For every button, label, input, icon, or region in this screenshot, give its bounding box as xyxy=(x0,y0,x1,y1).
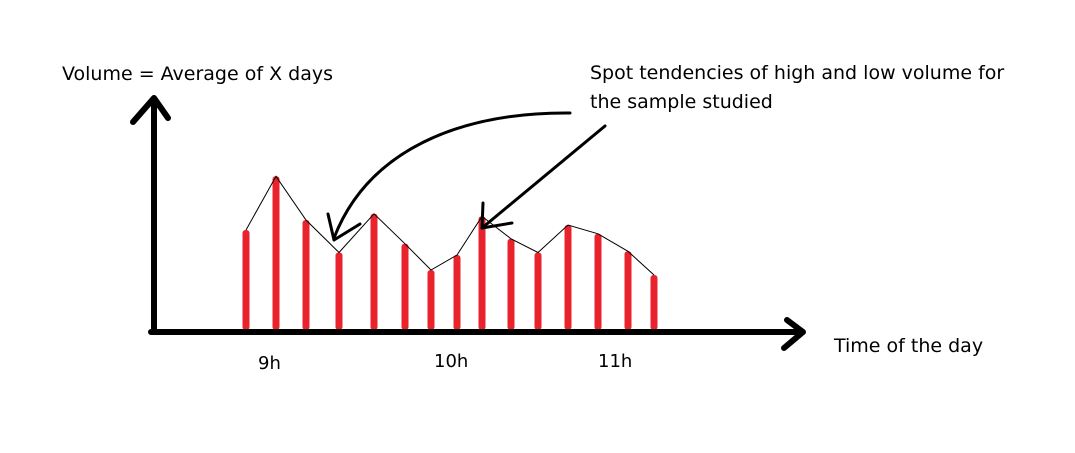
volume-bar xyxy=(401,243,409,330)
volume-bars xyxy=(242,176,658,330)
volume-bar xyxy=(478,216,486,330)
x-tick-label-10h: 10h xyxy=(434,351,468,372)
annotation-arrow-curved-head xyxy=(326,212,362,242)
volume-bar xyxy=(453,255,461,330)
y-axis-arrowhead xyxy=(130,95,171,125)
volume-trend-line xyxy=(245,175,655,276)
volume-bar xyxy=(624,251,632,330)
y-axis-label: Volume = Average of X days xyxy=(62,63,333,85)
x-tick-label-9h: 9h xyxy=(258,353,281,374)
volume-bar xyxy=(507,238,515,330)
x-axis-arrowhead xyxy=(781,317,806,351)
x-tick-label-11h: 11h xyxy=(598,351,632,372)
annotation-arrow-curved xyxy=(332,111,572,240)
volume-bar xyxy=(370,213,378,330)
annotation-line-1: Spot tendencies of high and low volume f… xyxy=(590,62,1004,84)
x-axis-label: Time of the day xyxy=(833,335,983,357)
annotation-arrow-straight xyxy=(480,124,607,230)
volume-bar xyxy=(594,233,602,330)
volume-bar xyxy=(242,230,250,330)
annotation-line-2: the sample studied xyxy=(590,91,773,113)
volume-trend-line-group xyxy=(245,175,655,276)
volume-bar xyxy=(650,275,658,330)
annotation-arrow-straight-head xyxy=(480,201,514,230)
volume-bar xyxy=(564,225,572,330)
volume-bar xyxy=(534,252,542,330)
volume-bar xyxy=(427,270,435,330)
volume-bar xyxy=(272,176,280,330)
volume-bar xyxy=(302,220,310,330)
volume-bar xyxy=(335,252,343,330)
